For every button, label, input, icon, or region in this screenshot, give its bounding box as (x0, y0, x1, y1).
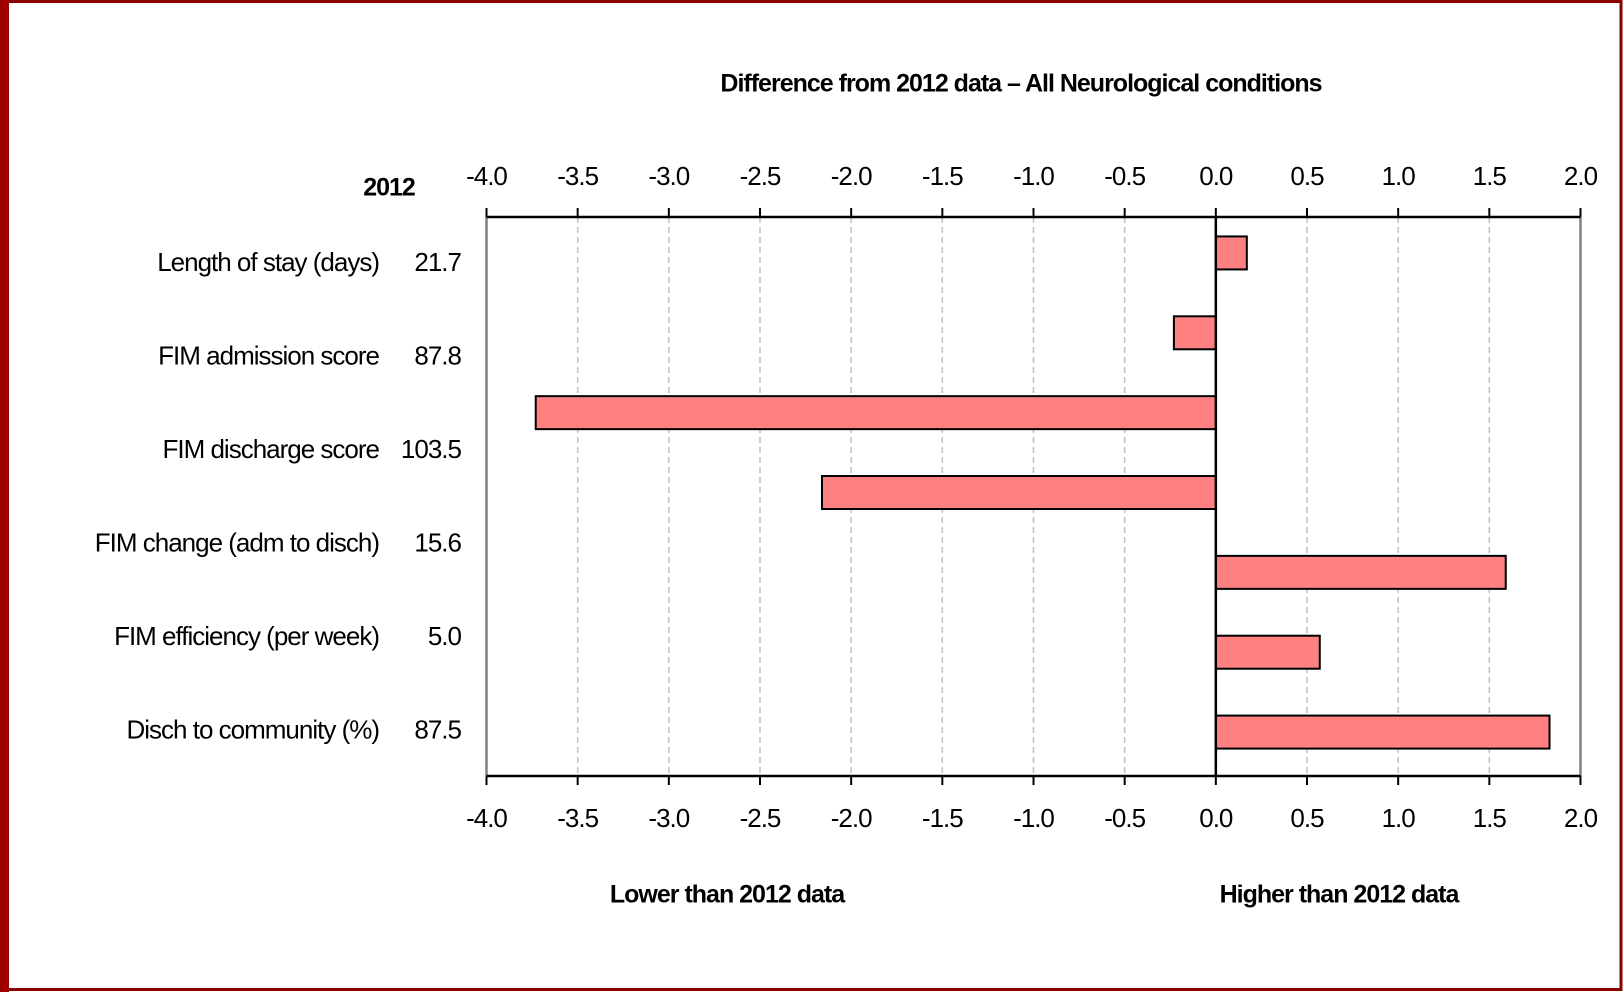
x-tick-label: -2.5 (740, 161, 781, 191)
x-tick-label: -3.5 (557, 161, 598, 191)
row-label: FIM change (adm to disch) (95, 527, 380, 557)
x-tick-label: -3.0 (648, 161, 689, 191)
row-label: Disch to community (%) (127, 714, 380, 744)
annotation: Higher than 2012 data (1220, 881, 1461, 909)
x-tick-label: 0.5 (1290, 161, 1324, 191)
x-tick-label: -3.5 (557, 803, 598, 833)
row-label: Length of stay (days) (157, 247, 379, 277)
row-value: 5.0 (428, 621, 462, 651)
x-tick-label: 1.0 (1382, 161, 1416, 191)
row-label: FIM efficiency (per week) (114, 621, 379, 651)
x-tick-label: 2.0 (1564, 803, 1598, 833)
bar (1214, 554, 1507, 590)
bar (534, 395, 1217, 431)
x-tick-label: -0.5 (1104, 161, 1145, 191)
x-tick-label: 1.0 (1382, 803, 1416, 833)
x-tick-label: 0.0 (1199, 803, 1233, 833)
row-value: 87.5 (414, 714, 461, 744)
row-label: FIM discharge score (162, 434, 379, 464)
bar (1214, 634, 1321, 670)
bar (1172, 315, 1217, 351)
x-tick-label: -1.0 (1013, 803, 1054, 833)
x-tick-label: -3.0 (648, 803, 689, 833)
x-tick-label: 1.5 (1473, 161, 1507, 191)
x-tick-label: -2.0 (831, 161, 872, 191)
x-tick-label: -1.5 (922, 161, 963, 191)
x-tick-label: -2.0 (831, 803, 872, 833)
x-tick-label: 1.5 (1473, 803, 1507, 833)
x-tick-label: 0.0 (1199, 161, 1233, 191)
bar (1214, 235, 1248, 271)
x-tick-label: -4.0 (466, 803, 507, 833)
row-value: 15.6 (414, 527, 461, 557)
x-tick-label: 2.0 (1564, 161, 1598, 191)
label-header: 2012 (363, 174, 415, 202)
frame-edge (0, 0, 9, 992)
bar (1214, 714, 1551, 750)
x-tick-label: -4.0 (466, 161, 507, 191)
x-tick-label: -1.0 (1013, 161, 1054, 191)
row-label: FIM admission score (158, 340, 379, 370)
chart-title: Difference from 2012 data – All Neurolog… (720, 70, 1321, 98)
x-tick-label: -0.5 (1104, 803, 1145, 833)
x-tick-label: -1.5 (922, 803, 963, 833)
annotation: Lower than 2012 data (610, 881, 846, 909)
row-value: 21.7 (414, 247, 461, 277)
row-value: 103.5 (401, 434, 462, 464)
x-tick-label: 0.5 (1290, 803, 1324, 833)
x-tick-label: -2.5 (740, 803, 781, 833)
bar (820, 475, 1217, 511)
row-value: 87.8 (414, 340, 461, 370)
